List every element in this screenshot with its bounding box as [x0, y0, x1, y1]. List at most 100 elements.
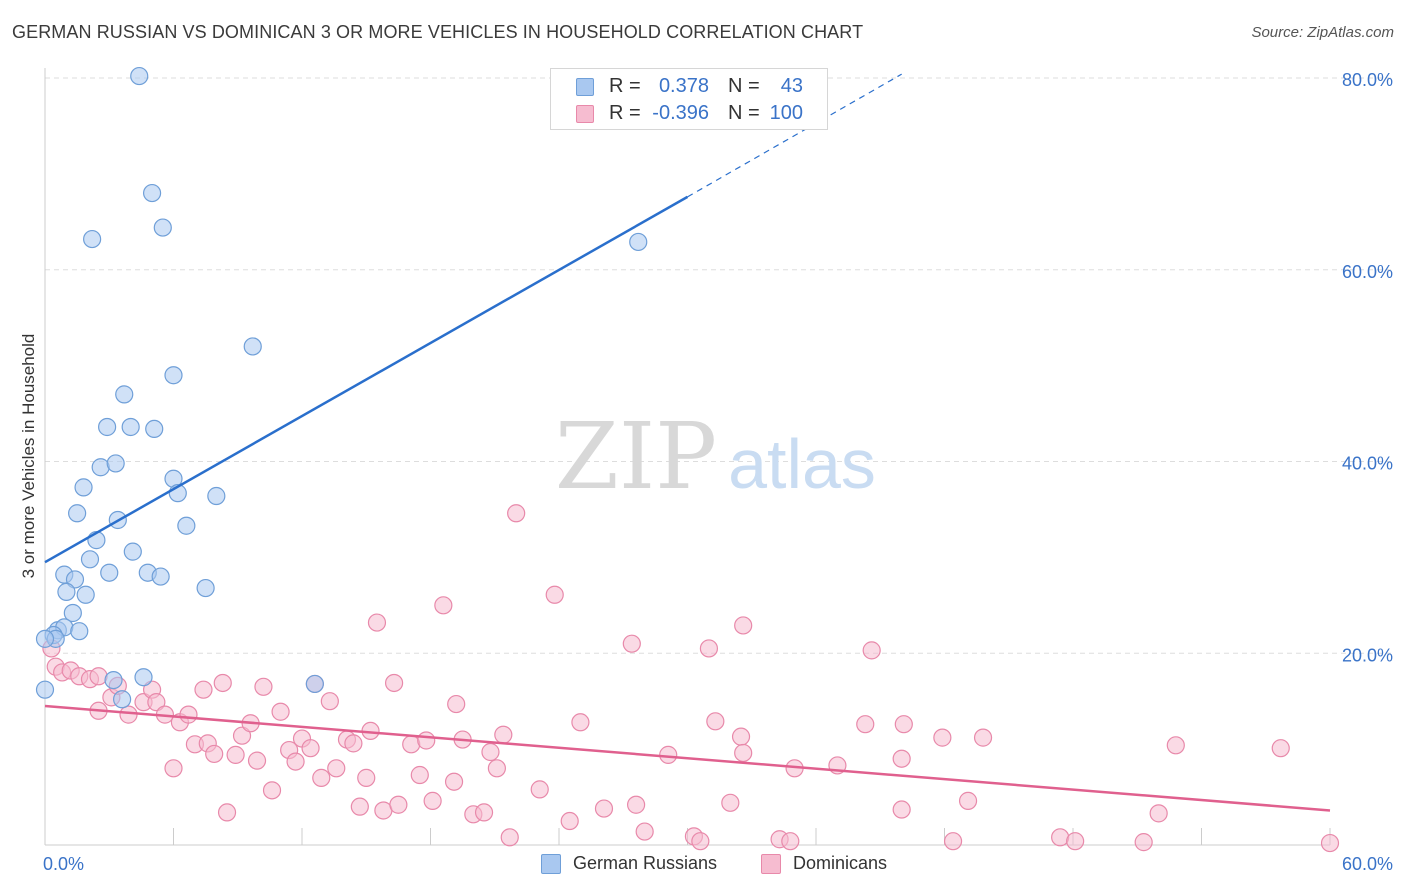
dominican-point	[933, 728, 952, 747]
dominican-point	[357, 768, 376, 787]
dominican-point	[594, 799, 614, 818]
german-russian-point	[153, 218, 172, 237]
dominican-point	[147, 693, 166, 712]
dominican-point	[571, 713, 590, 732]
german-russian-point	[68, 504, 87, 523]
dominican-point	[1271, 739, 1290, 758]
chart-title: GERMAN RUSSIAN VS DOMINICAN 3 OR MORE VE…	[12, 22, 864, 42]
axes	[44, 68, 1331, 846]
dominican-point	[312, 768, 331, 787]
dominican-point	[500, 828, 519, 847]
german-russian-point	[196, 578, 215, 598]
dominican-point	[973, 728, 993, 747]
r-value: -0.396	[652, 102, 709, 124]
dominican-point	[659, 745, 678, 764]
x-tick-label: 60.0%	[1342, 854, 1393, 874]
german-russian-point	[80, 550, 100, 569]
dominican-point	[350, 797, 369, 816]
dominican-point	[301, 739, 320, 758]
trend-line-german-russians	[44, 195, 689, 564]
german-russian-point	[123, 542, 142, 561]
german-russian-point	[57, 582, 76, 601]
dominican-point	[367, 613, 387, 632]
german-russian-point	[65, 570, 85, 589]
dominican-point	[179, 705, 198, 724]
y-axis-label: 3 or more Vehicles in Household	[19, 334, 38, 579]
correlation-legend: R = 0.378 N = 43 R = -0.396 N = 100	[550, 68, 828, 130]
german-russian-point	[35, 680, 55, 699]
x-tick-label: 0.0%	[43, 854, 84, 874]
dominican-point	[1134, 833, 1153, 852]
series-dominicans	[42, 504, 1340, 853]
dominican-point	[626, 795, 646, 814]
x-tick-labels: 0.0% 60.0%	[43, 854, 1393, 874]
dominican-point	[734, 616, 753, 635]
y-tick-label: 60.0%	[1342, 262, 1393, 282]
german-russian-point	[98, 417, 117, 437]
dominican-point	[164, 759, 183, 778]
dominican-point	[271, 702, 290, 721]
legend-label: German Russians	[573, 853, 718, 873]
trend-line-extension	[687, 73, 902, 198]
legend-swatch-blue	[576, 78, 594, 96]
german-russian-point	[145, 419, 164, 439]
german-russian-point	[115, 385, 134, 404]
y-tick-label: 20.0%	[1342, 645, 1393, 665]
dominican-point	[1066, 832, 1085, 851]
german-russian-point	[70, 622, 89, 641]
german-russian-point	[76, 585, 95, 604]
dominican-point	[389, 795, 408, 814]
dominican-point	[943, 832, 963, 851]
dominican-point	[384, 673, 404, 693]
dominican-point	[494, 725, 513, 744]
dominican-point	[402, 735, 421, 754]
german-russian-point	[243, 337, 262, 356]
dominican-point	[474, 803, 494, 822]
dominican-point	[958, 791, 978, 810]
dominican-point	[481, 742, 500, 762]
legend-label: Dominicans	[793, 853, 888, 873]
german-russian-point	[177, 516, 196, 535]
n-label: N =	[728, 75, 760, 97]
dominican-point	[232, 726, 252, 745]
dominican-point	[721, 793, 740, 812]
dominican-point	[892, 800, 911, 819]
german-russian-point	[134, 668, 153, 687]
r-label: R =	[609, 75, 641, 97]
dominican-point	[892, 749, 911, 768]
dominican-point	[417, 731, 436, 750]
german-russian-point	[83, 229, 102, 249]
dominican-point	[89, 667, 108, 686]
source-label: Source: ZipAtlas.com	[1251, 24, 1394, 41]
series-german-russians	[35, 66, 648, 709]
watermark: ZIP atlas	[555, 403, 876, 510]
dominican-point	[691, 832, 710, 851]
gridlines	[45, 77, 1395, 654]
german-russian-point	[91, 458, 110, 477]
dominican-point	[344, 734, 363, 753]
dominican-point	[423, 791, 442, 810]
dominican-point	[699, 639, 719, 658]
german-russian-point	[629, 232, 648, 252]
dominican-point	[410, 765, 429, 785]
dominican-point	[545, 585, 564, 604]
dominican-point	[1051, 828, 1070, 847]
german-russian-point	[142, 183, 162, 203]
dominican-point	[894, 715, 913, 734]
dominican-point	[862, 641, 881, 660]
dominican-point	[781, 832, 800, 851]
dominican-point	[327, 759, 346, 778]
n-value: 100	[769, 102, 803, 124]
german-russian-point	[100, 563, 119, 582]
dominican-point	[217, 803, 237, 822]
dominican-point	[226, 745, 245, 764]
german-russian-point	[207, 486, 226, 506]
dominican-point	[1149, 804, 1168, 823]
german-russian-point	[74, 478, 93, 497]
german-russian-point	[63, 603, 82, 623]
dominican-point	[1166, 736, 1185, 755]
german-russian-point	[106, 454, 125, 473]
legend-swatch-pink	[576, 105, 594, 123]
legend-swatch-pink	[761, 854, 781, 874]
